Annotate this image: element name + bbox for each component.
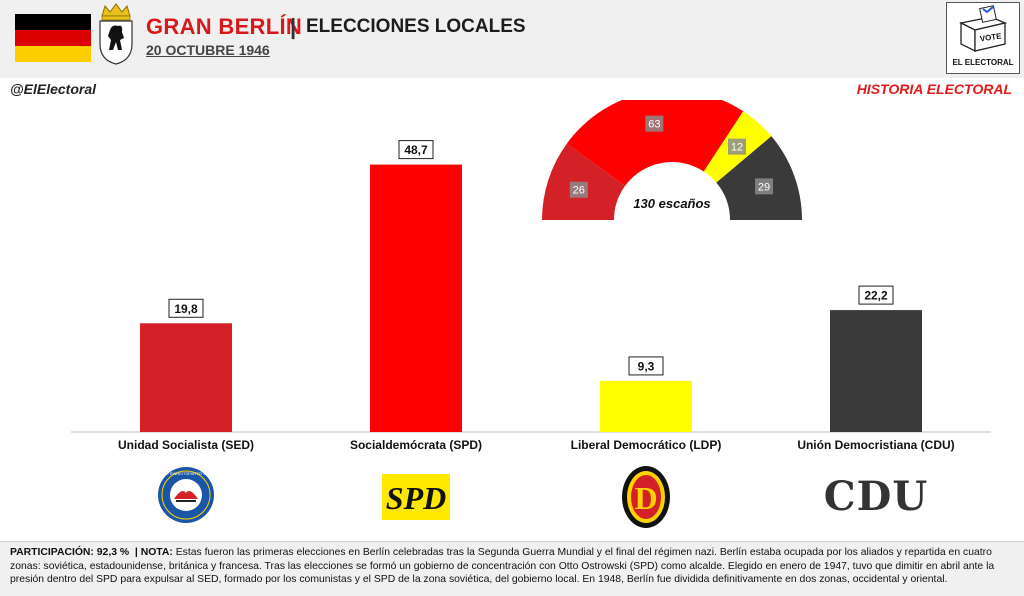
data-label-box-2 — [628, 356, 664, 376]
seat-label-bg-2 — [727, 138, 746, 155]
twitter-handle[interactable]: @ElElectoral — [10, 81, 97, 97]
bar-1 — [370, 164, 462, 433]
flag-stripe-black — [15, 14, 91, 30]
data-label-3: 22,2 — [864, 289, 888, 303]
logo-label: EL ELECTORAL — [952, 58, 1014, 67]
seat-label-bg-3 — [755, 178, 774, 195]
page-subtitle: ELECCIONES LOCALES — [306, 16, 526, 37]
nota-label: NOTA: — [140, 547, 173, 558]
bars-layer: 19,8 Unidad Socialista (SED) 48,7 Socialdem… — [71, 140, 991, 452]
ldp-logo-text: D — [634, 480, 657, 516]
german-flag-icon — [15, 14, 91, 62]
results-chart: 19,8 Unidad Socialista (SED) 48,7 Socialdem… — [71, 100, 991, 528]
sed-logo-text: SOZIALISTISCHE EINHEITSPARTEI DEUTSCHLAN… — [136, 471, 236, 476]
participation-label: PARTICIPACIÓN: — [10, 547, 94, 558]
seat-label-bg-0 — [569, 181, 588, 198]
nota-text: Estas fueron las primeras elecciones en … — [10, 547, 995, 586]
logo-ballot-text: VOTE — [979, 31, 1002, 43]
series-tag: HISTORIA ELECTORAL — [856, 81, 1012, 97]
data-label-0: 19,8 — [174, 302, 198, 316]
spd-logo: SPD — [382, 474, 450, 520]
ballot-box-icon: VOTE — [959, 5, 1008, 53]
seat-label-3: 29 — [758, 181, 770, 193]
bar-2 — [600, 380, 692, 432]
data-label-1: 48,7 — [404, 143, 428, 157]
seat-label-0: 26 — [573, 185, 585, 197]
category-label-0: Unidad Socialista (SED) — [118, 438, 254, 452]
spd-logo-text: SPD — [386, 480, 446, 516]
sed-logo: SOZIALISTISCHE EINHEITSPARTEI DEUTSCHLAN… — [136, 467, 236, 523]
category-label-1: Socialdemócrata (SPD) — [350, 438, 482, 452]
header-band: GRAN BERLÍN | ELECCIONES LOCALES 20 OCTU… — [0, 0, 1024, 78]
party-logos: SOZIALISTISCHE EINHEITSPARTEI DEUTSCHLAN… — [136, 466, 928, 528]
seat-label-1: 63 — [648, 119, 660, 131]
title-separator: | — [290, 14, 297, 39]
page-title: GRAN BERLÍN — [146, 14, 303, 39]
flag-stripe-gold — [15, 46, 91, 62]
category-label-3: Unión Democristiana (CDU) — [797, 438, 954, 452]
seat-hemicycle: 26 63 12 29 130 escaños — [542, 100, 802, 220]
footer-divider: | — [132, 547, 141, 558]
data-label-2: 9,3 — [638, 359, 655, 373]
ldp-logo: D — [622, 466, 670, 528]
el-electoral-logo[interactable]: VOTE EL ELECTORAL — [946, 2, 1020, 74]
seat-slice-spd — [566, 100, 744, 186]
bar-3 — [830, 310, 922, 432]
seat-slice-cdu — [716, 136, 802, 220]
cdu-logo: CDU — [824, 473, 928, 520]
data-label-box-3 — [858, 285, 894, 305]
seat-label-2: 12 — [731, 142, 743, 154]
footer-note: PARTICIPACIÓN: 92,3 % | NOTA: Estas fuer… — [0, 541, 1024, 596]
berlin-coat-of-arms-icon — [99, 3, 133, 65]
participation-value: 92,3 % — [96, 547, 130, 558]
seats-total-label: 130 escaños — [633, 196, 710, 211]
cdu-logo-text: CDU — [824, 473, 928, 520]
data-label-box-0 — [168, 298, 204, 318]
data-label-box-1 — [398, 140, 434, 160]
seat-label-bg-1 — [645, 115, 664, 132]
flag-stripe-red — [15, 30, 91, 46]
election-date: 20 OCTUBRE 1946 — [146, 42, 270, 58]
category-label-2: Liberal Democrático (LDP) — [571, 438, 722, 452]
bar-0 — [140, 323, 232, 432]
